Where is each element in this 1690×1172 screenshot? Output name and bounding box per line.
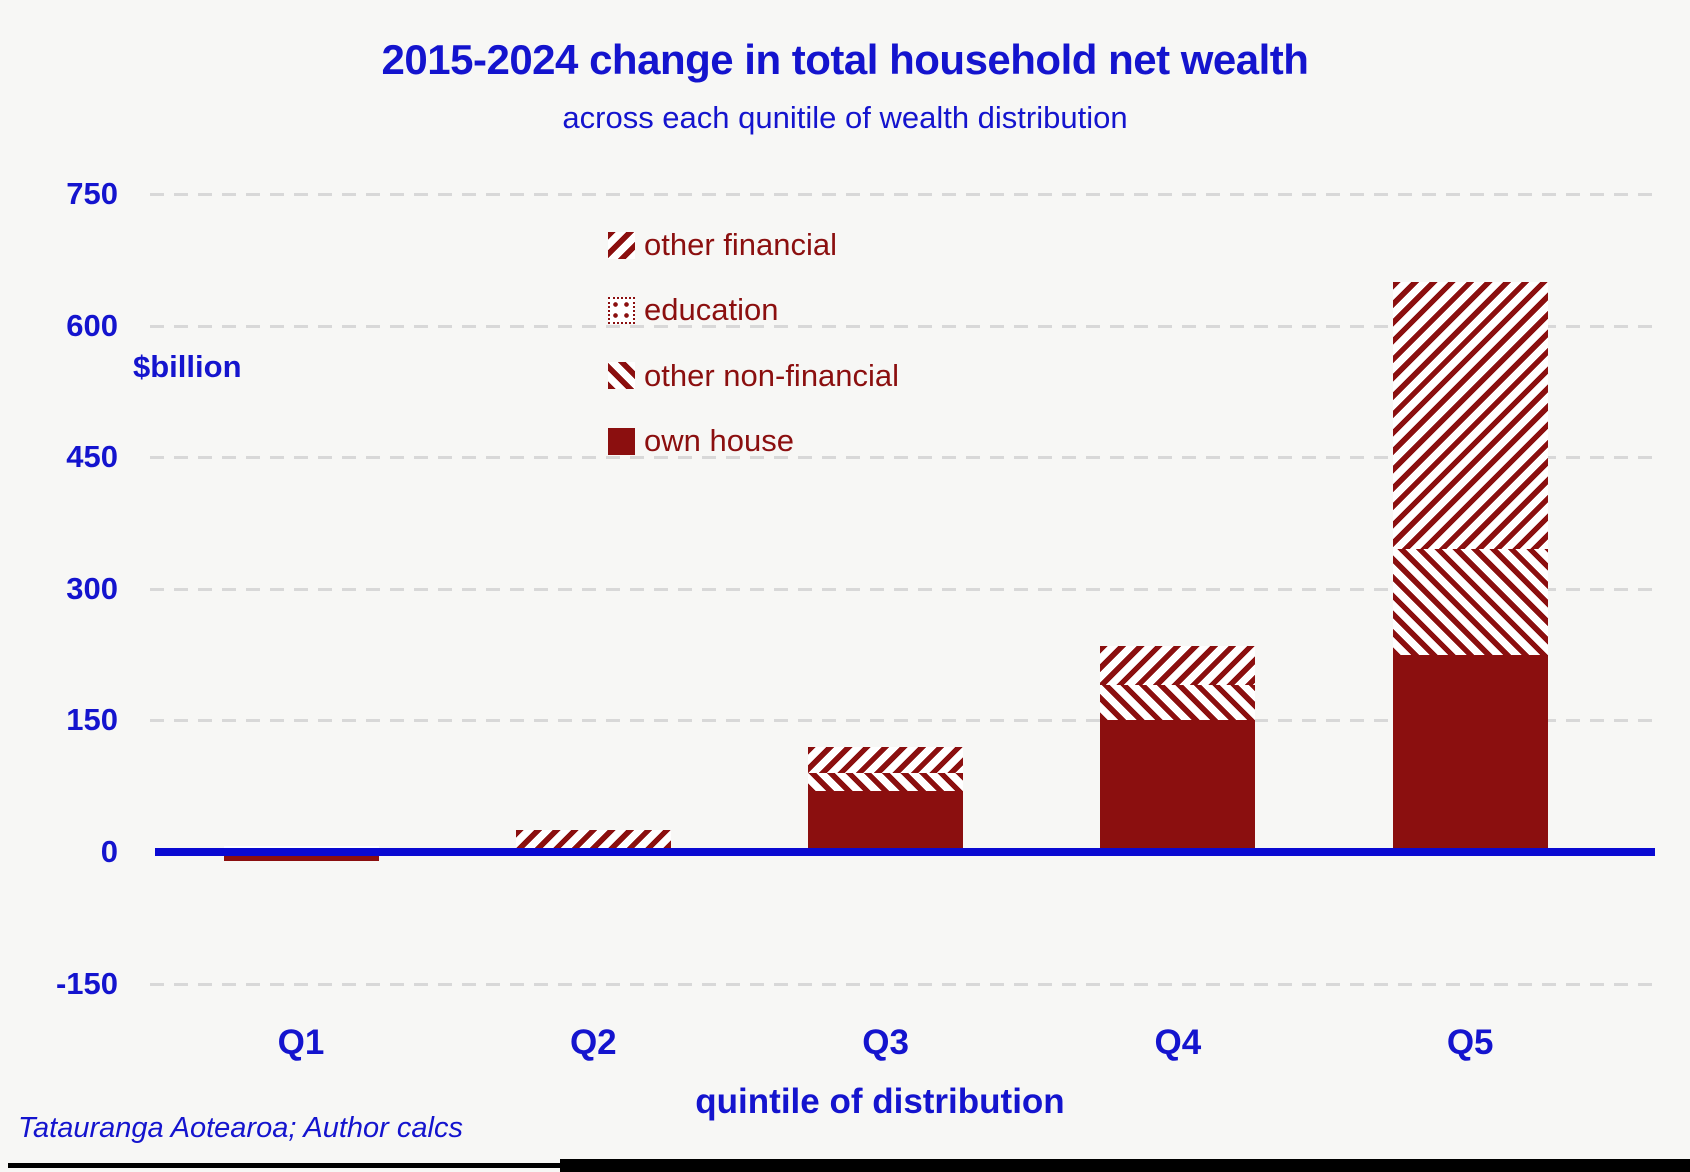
zero-axis-line — [155, 848, 1655, 856]
x-tick-label: Q1 — [277, 1023, 325, 1062]
bottom-window-edge-left — [8, 1163, 560, 1168]
source-note: Tatauranga Aotearoa; Author calcs — [18, 1112, 463, 1144]
legend-swatch-diagonal-fwd-icon — [608, 231, 635, 259]
y-axis-label: $billion — [133, 349, 242, 384]
legend-label: education — [644, 292, 779, 328]
legend-swatch-diagonal-back-icon — [608, 362, 635, 390]
bar-segment-other-non-financial — [1392, 549, 1548, 655]
x-tick-label: Q5 — [1446, 1023, 1494, 1062]
x-axis-label: quintile of distribution — [695, 1082, 1065, 1121]
legend-label: own house — [644, 423, 794, 459]
y-tick-label: 150 — [66, 702, 118, 738]
gridline — [150, 982, 1655, 986]
y-tick-label: 300 — [66, 570, 118, 606]
gridline — [150, 193, 1655, 196]
legend-label: other financial — [644, 227, 838, 262]
gridline — [150, 324, 1655, 328]
y-tick-label: 450 — [66, 439, 118, 475]
x-tick-label: Q2 — [569, 1023, 617, 1062]
bar-segment-other-financial — [515, 830, 671, 852]
legend-label: other non-financial — [644, 357, 900, 393]
y-tick-label: 750 — [66, 176, 118, 211]
chart-subtitle: across each qunitile of wealth distribut… — [562, 100, 1128, 135]
legend-item: education — [608, 293, 778, 327]
bar-segment-other-financial — [1392, 281, 1548, 550]
gridline — [150, 719, 1655, 723]
bar-segment-other-financial — [1100, 645, 1256, 686]
y-tick-label: -150 — [55, 965, 118, 1001]
legend-item: other financial — [608, 228, 837, 262]
bar-segment-own-house — [223, 852, 379, 861]
bottom-window-edge-right — [560, 1159, 1690, 1172]
chart-title: 2015-2024 change in total household net … — [381, 36, 1309, 83]
legend-item: own house — [608, 424, 794, 458]
legend-swatch-solid-icon — [608, 427, 635, 455]
legend-item: other non-financial — [608, 357, 900, 393]
bar-segment-own-house — [808, 790, 964, 852]
y-tick-label: 600 — [66, 307, 118, 343]
y-tick-label: 0 — [100, 834, 118, 869]
bar-segment-other-non-financial — [808, 773, 964, 791]
gridline — [150, 456, 1655, 460]
bar-segment-own-house — [1392, 654, 1548, 852]
x-tick-label: Q3 — [862, 1023, 909, 1062]
x-tick-label: Q4 — [1154, 1023, 1202, 1062]
bar-segment-own-house — [1100, 720, 1256, 852]
bar-segment-other-financial — [808, 746, 964, 774]
bar-segment-other-non-financial — [1100, 685, 1256, 721]
legend-swatch-dots-icon — [608, 296, 635, 324]
gridline — [150, 587, 1655, 591]
